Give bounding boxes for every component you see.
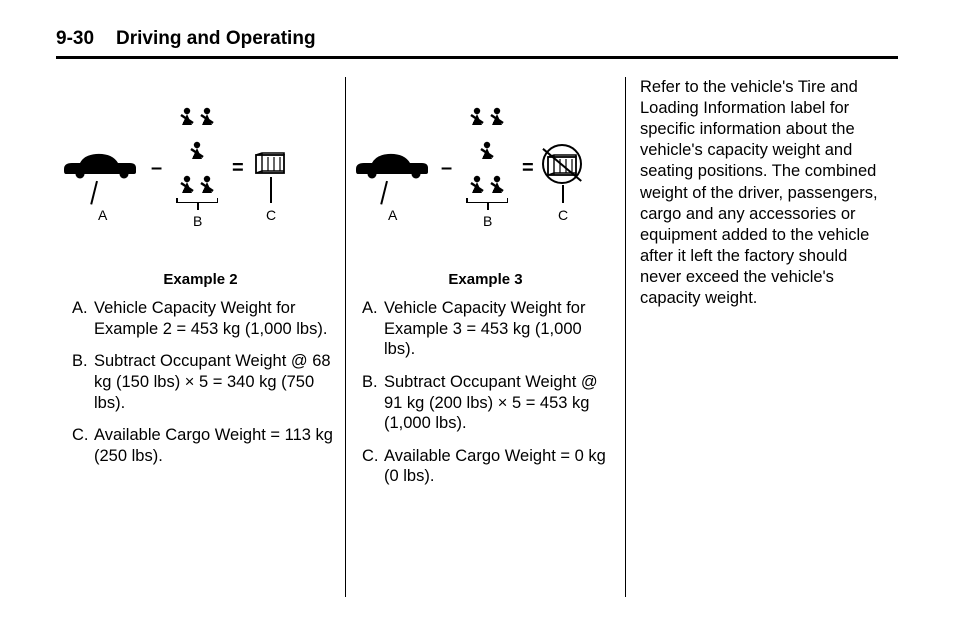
diagram-example-2: A – B = C (66, 77, 335, 257)
example-2-list: A.Vehicle Capacity Weight for Example 2 … (66, 298, 335, 466)
seat-row-1 (468, 107, 506, 127)
seated-person-icon (178, 107, 196, 127)
seated-person-icon (468, 107, 486, 127)
list-item: A.Vehicle Capacity Weight for Example 2 … (72, 298, 335, 339)
column-example-3: A – B = C Example 3 A.Vehicle Capaci (346, 77, 626, 597)
equals-sign: = (522, 157, 534, 180)
label-c: C (266, 207, 276, 223)
seated-person-icon (488, 175, 506, 195)
seat-row-2 (188, 141, 206, 166)
label-b: B (193, 213, 202, 229)
minus-sign: – (441, 157, 452, 180)
seat-row-2 (478, 141, 496, 166)
label-c: C (558, 207, 568, 223)
seat-row-1 (178, 107, 216, 127)
minus-sign: – (151, 157, 162, 180)
car-icon (354, 149, 432, 183)
section-title: Driving and Operating (116, 28, 316, 49)
seated-person-icon (188, 141, 206, 161)
list-item: C.Available Cargo Weight = 113 kg (250 l… (72, 425, 335, 466)
info-paragraph: Refer to the vehicle's Tire and Loading … (640, 77, 888, 309)
seat-row-3 (178, 175, 216, 195)
list-item: B.Subtract Occupant Weight @ 68 kg (150 … (72, 351, 335, 413)
label-a: A (388, 207, 397, 223)
seated-person-icon (198, 107, 216, 127)
cargo-box-icon (546, 153, 580, 179)
example-3-title: Example 3 (356, 271, 615, 288)
list-item: A.Vehicle Capacity Weight for Example 3 … (362, 298, 615, 360)
seated-person-icon (468, 175, 486, 195)
column-example-2: A – B = C Example 2 A.Vehicle (56, 77, 346, 597)
content-columns: A – B = C Example 2 A.Vehicle (56, 77, 898, 597)
equals-sign: = (232, 157, 244, 180)
example-3-list: A.Vehicle Capacity Weight for Example 3 … (356, 298, 615, 487)
cargo-box-icon (254, 151, 288, 177)
car-icon (62, 149, 140, 183)
list-item: B.Subtract Occupant Weight @ 91 kg (200 … (362, 372, 615, 434)
column-paragraph: Refer to the vehicle's Tire and Loading … (626, 77, 898, 597)
list-item: C.Available Cargo Weight = 0 kg (0 lbs). (362, 446, 615, 487)
seated-person-icon (478, 141, 496, 161)
seated-person-icon (198, 175, 216, 195)
page-number: 9-30 (56, 28, 94, 49)
diagram-example-3: A – B = C (356, 77, 615, 257)
seated-person-icon (488, 107, 506, 127)
page-header: 9-30 Driving and Operating (56, 28, 898, 59)
seated-person-icon (178, 175, 196, 195)
seat-row-3 (468, 175, 506, 195)
label-a: A (98, 207, 107, 223)
label-b: B (483, 213, 492, 229)
example-2-title: Example 2 (66, 271, 335, 288)
